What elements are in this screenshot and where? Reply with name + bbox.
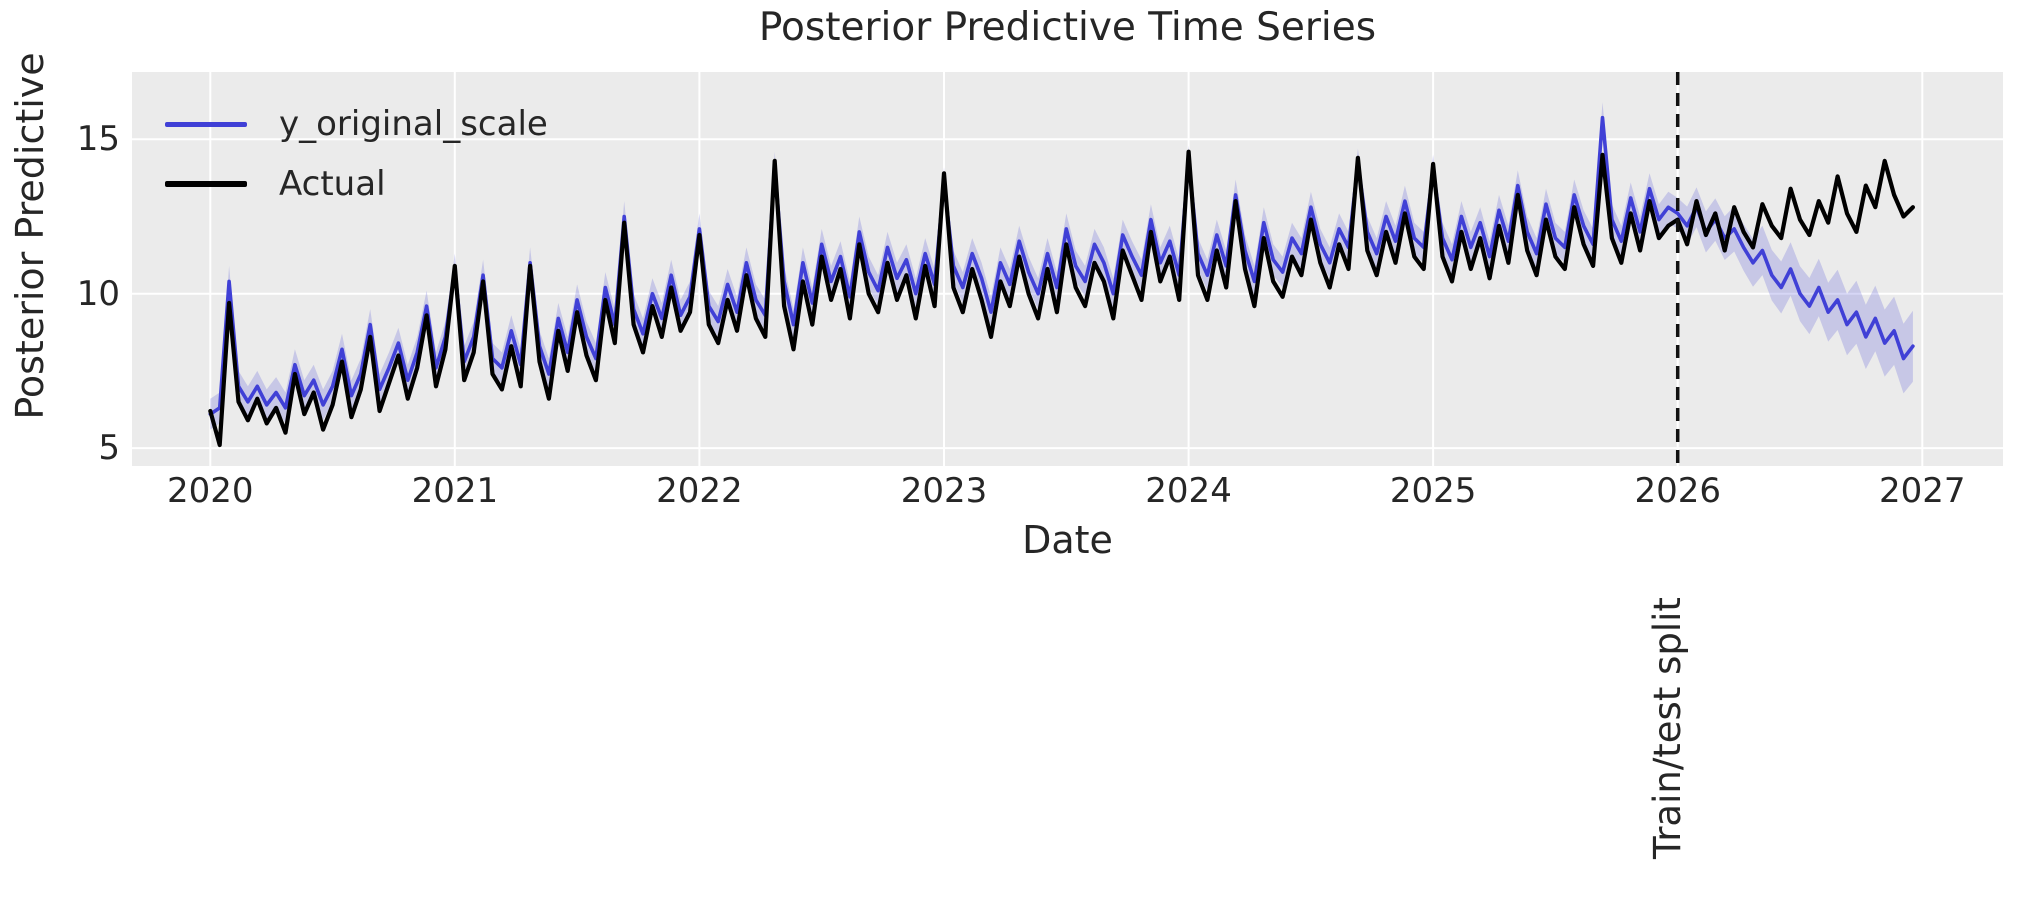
prediction-line [208, 115, 1915, 416]
legend-item-prediction: y_original_scale [165, 94, 548, 154]
x-tick-label: 2027 [1879, 471, 1966, 511]
plot-background [132, 72, 2003, 466]
y-tick-label: 15 [76, 119, 120, 160]
y-axis-label: Posterior Predictive [8, 52, 52, 420]
y-tick-label: 5 [98, 428, 120, 469]
chart-title: Posterior Predictive Time Series [758, 5, 1377, 50]
train-test-split-annotation: Train/test split [1646, 597, 1689, 859]
y-tick-label: 10 [76, 273, 120, 314]
legend-line-sample-black [165, 181, 247, 187]
x-tick-label: 2024 [1145, 471, 1232, 511]
x-tick-label: 2026 [1634, 471, 1721, 511]
x-tick-label: 2023 [900, 471, 988, 511]
legend-label-actual: Actual [279, 164, 386, 204]
x-tick-label: 2025 [1389, 471, 1477, 511]
legend-label-prediction: y_original_scale [279, 104, 548, 144]
x-tick-label: 2021 [411, 471, 499, 511]
x-axis-label: Date [1022, 518, 1113, 562]
legend-item-actual: Actual [165, 154, 548, 214]
legend: y_original_scale Actual [165, 94, 548, 214]
x-tick-label: 2020 [166, 471, 254, 511]
plot-area [132, 72, 2003, 466]
legend-line-sample-blue [165, 121, 247, 127]
actual-line [208, 149, 1916, 448]
x-tick-label: 2022 [656, 471, 743, 511]
